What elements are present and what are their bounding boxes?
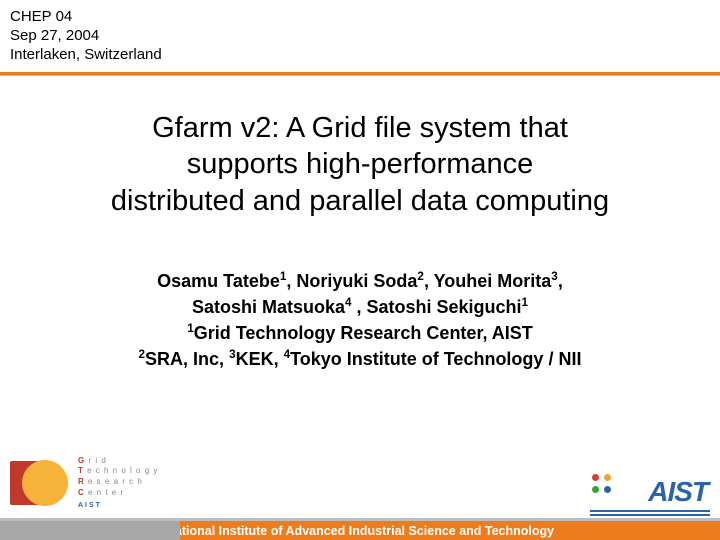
- title-rest-1: A Grid file system that: [279, 112, 568, 144]
- author-text: , Satoshi Sekiguchi: [352, 297, 522, 317]
- author-row-3: 2SRA, Inc, 3KEK, 4Tokyo Institute of Tec…: [70, 346, 650, 372]
- author-text: , Youhei Morita: [424, 271, 551, 291]
- gtrc-logo: G r i d T e c h n o l o g y R e s e a r …: [10, 454, 190, 512]
- author-text: Tokyo Institute of Technology / NII: [290, 349, 581, 369]
- conference-location: Interlaken, Switzerland: [10, 46, 162, 65]
- title-line-2: supports high-performance: [60, 146, 660, 182]
- aist-bar-2: [590, 514, 710, 516]
- top-divider: [0, 72, 720, 76]
- footer-bar: National Institute of Advanced Industria…: [0, 518, 720, 540]
- divider-gray: [0, 75, 720, 76]
- authors-block: Osamu Tatebe1, Noriyuki Soda2, Youhei Mo…: [0, 268, 720, 372]
- affil-sup: 1: [522, 296, 529, 309]
- gtrc-g: G: [78, 456, 85, 465]
- aist-dot-yellow: [604, 474, 611, 481]
- author-row-0: Osamu Tatebe1, Noriyuki Soda2, Youhei Mo…: [70, 268, 650, 294]
- aist-logo: AIST: [590, 472, 710, 516]
- gtrc-t: T: [78, 466, 84, 475]
- author-text: Satoshi Matsuoka: [192, 297, 345, 317]
- author-text: Grid Technology Research Center, AIST: [194, 323, 533, 343]
- author-text: SRA, Inc,: [145, 349, 229, 369]
- gtrc-logo-text: G r i d T e c h n o l o g y R e s e a r …: [78, 456, 158, 511]
- author-row-2: 1Grid Technology Research Center, AIST: [70, 320, 650, 346]
- gtrc-c: C: [78, 488, 85, 497]
- conference-name: CHEP 04: [10, 8, 162, 27]
- title-line-3: distributed and parallel data computing: [60, 183, 660, 219]
- author-row-1: Satoshi Matsuoka4 , Satoshi Sekiguchi1: [70, 294, 650, 320]
- gtrc-aist-small: AIST: [78, 501, 158, 510]
- aist-dot-green: [592, 486, 599, 493]
- author-text: ,: [558, 271, 563, 291]
- aist-dot-red: [592, 474, 599, 481]
- aist-logo-text: AIST: [648, 476, 708, 508]
- gtrc-r: R: [78, 477, 85, 486]
- title-line-1: Gfarm v2: A Grid file system that: [60, 110, 660, 146]
- gtrc-logo-circle: [22, 460, 68, 506]
- footer-text: National Institute of Advanced Industria…: [166, 524, 554, 538]
- slide-header: CHEP 04 Sep 27, 2004 Interlaken, Switzer…: [10, 8, 162, 64]
- title-strong: Gfarm v2:: [152, 112, 279, 144]
- footer-gray-lead: [0, 521, 180, 540]
- slide-title: Gfarm v2: A Grid file system that suppor…: [0, 110, 720, 219]
- author-text: Osamu Tatebe: [157, 271, 280, 291]
- author-text: , Noriyuki Soda: [286, 271, 417, 291]
- conference-date: Sep 27, 2004: [10, 27, 162, 46]
- author-text: KEK,: [236, 349, 284, 369]
- aist-bar-1: [590, 510, 710, 512]
- aist-dot-blue: [604, 486, 611, 493]
